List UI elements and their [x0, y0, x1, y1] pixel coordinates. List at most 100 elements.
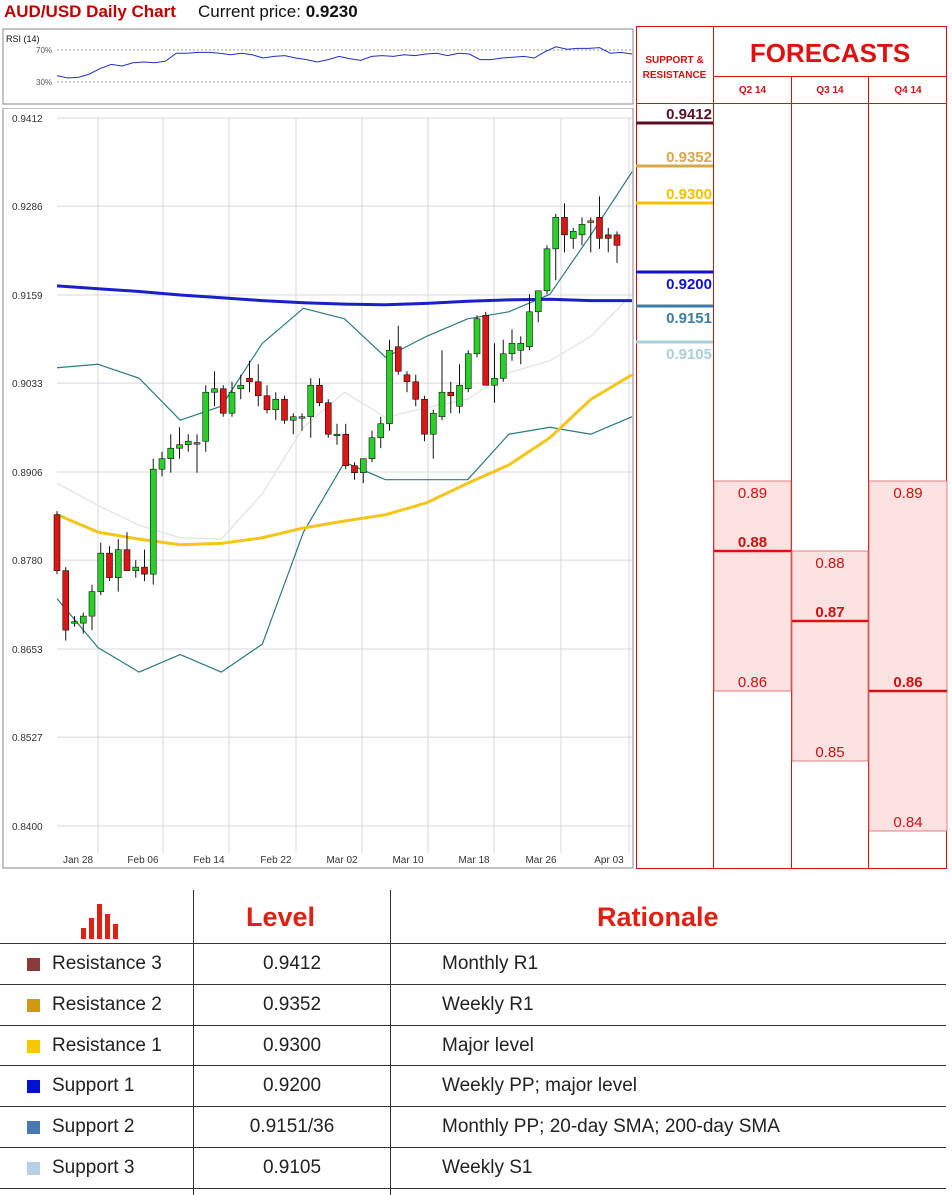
y-tick-label: 0.8527: [12, 733, 43, 744]
level-value: 0.9200: [262, 1075, 322, 1097]
candle: [62, 567, 70, 641]
candle: [491, 343, 498, 403]
y-tick-label: 0.8653: [12, 645, 43, 656]
header-rationale: Rationale: [597, 902, 719, 932]
level-value: 0.9412: [262, 953, 322, 974]
candle: [526, 294, 533, 351]
x-tick-label: Jan 28: [63, 855, 93, 866]
sr-level-value: 0.9105: [666, 346, 712, 363]
forecast-high: 0.88: [815, 555, 844, 572]
candle: [368, 430, 376, 463]
forecast-range: [868, 480, 948, 832]
candle: [377, 416, 385, 449]
candle: [464, 350, 472, 393]
forecast-quarter: Q2 14: [739, 85, 767, 96]
table-row: Support 2 0.9151/36 Monthly PP; 20-day SMA…: [0, 1107, 946, 1148]
candle: [412, 374, 420, 407]
candle: [561, 203, 568, 253]
forecast-low: 0.85: [815, 744, 844, 761]
x-tick-label: Mar 10: [392, 855, 424, 866]
sr-level-value: 0.9352: [666, 149, 712, 166]
candle: [88, 584, 96, 631]
x-tick-label: Feb 06: [127, 855, 159, 866]
forecast-quarter: Q4 14: [894, 85, 922, 96]
candle: [97, 542, 105, 596]
header-level: Level: [246, 902, 316, 932]
candle: [132, 560, 140, 578]
candle: [386, 339, 393, 431]
candle: [447, 381, 455, 414]
level-name: Support 2: [52, 1116, 135, 1138]
x-tick-label: Mar 26: [525, 855, 557, 866]
candle: [263, 385, 271, 414]
candle: [211, 371, 218, 407]
level-rationale: Weekly PP; major level: [442, 1075, 637, 1097]
forecasts-title: FORECASTS: [750, 38, 910, 68]
current-price: Current price: 0.9230: [198, 2, 358, 22]
level-color-swatch: [27, 958, 40, 971]
sr-title-line2: RESISTANCE: [643, 70, 707, 81]
chart-header: AUD/USD Daily Chart Current price: 0.923…: [0, 0, 640, 26]
candle: [473, 315, 481, 358]
candle: [438, 350, 446, 421]
forecast-range: [791, 550, 869, 762]
candle: [184, 434, 192, 452]
candle: [359, 458, 367, 484]
current-price-label: Current price:: [198, 2, 301, 21]
rsi-label: RSI (14): [6, 34, 40, 44]
candle: [158, 451, 166, 477]
forecast-high: 0.89: [738, 485, 767, 502]
sr-title-line1: SUPPORT &: [645, 55, 703, 66]
candle: [289, 413, 297, 435]
current-price-value: 0.9230: [305, 2, 358, 21]
table-row: Support 1 0.9200 Weekly PP; major level: [0, 1066, 946, 1107]
candle: [123, 532, 131, 571]
level-rationale: Weekly S1: [442, 1156, 533, 1178]
candle: [587, 217, 595, 253]
chart-title: AUD/USD Daily Chart: [4, 2, 176, 21]
sr-level-value: 0.9412: [666, 106, 712, 123]
rsi-panel: RSI (14) 70% 30%: [2, 28, 634, 105]
candle: [254, 364, 262, 407]
candle: [604, 227, 612, 253]
price-chart: 0.9412 0.9286 0.9159 0.9033 0.8906 0.8780 0.86…: [2, 108, 634, 869]
forecast-low: 0.86: [738, 674, 767, 691]
level-color-swatch: [27, 1161, 40, 1175]
level-name: Support 1: [52, 1075, 135, 1097]
sr-level-value: 0.9300: [666, 186, 712, 203]
candle: [429, 409, 437, 459]
candle: [333, 423, 341, 445]
level-value: 0.9105: [262, 1156, 322, 1178]
level-rationale: Weekly R1: [442, 993, 534, 1015]
candle: [193, 434, 201, 473]
level-name: Resistance 2: [52, 993, 162, 1015]
candle: [508, 329, 516, 361]
y-tick-label: 0.9159: [12, 291, 43, 302]
forecast-mid: 0.87: [815, 604, 844, 621]
x-tick-label: Mar 02: [326, 855, 358, 866]
y-tick-label: 0.8400: [12, 822, 43, 833]
candle: [596, 196, 603, 249]
candle: [342, 423, 350, 470]
candle: [79, 612, 87, 634]
level-color-swatch: [27, 1121, 40, 1135]
y-tick-label: 0.9286: [12, 202, 43, 213]
candle: [149, 458, 157, 585]
forecast-mid: 0.86: [893, 674, 922, 691]
candle: [114, 539, 122, 592]
forecast-low: 0.84: [893, 814, 922, 831]
candle: [482, 311, 490, 386]
candle: [53, 511, 61, 575]
candle: [421, 395, 428, 442]
level-color-swatch: [27, 1080, 40, 1094]
level-rationale: Monthly PP; 20-day SMA; 200-day SMA: [442, 1116, 780, 1138]
sr-level-value: 0.9151: [666, 310, 712, 327]
candle: [219, 385, 227, 417]
candle: [324, 399, 332, 438]
candle: [246, 360, 253, 393]
candle: [106, 546, 113, 582]
candle: [237, 374, 245, 400]
candle: [499, 339, 507, 382]
candle: [71, 616, 78, 627]
level-name: Resistance 3: [52, 953, 162, 974]
